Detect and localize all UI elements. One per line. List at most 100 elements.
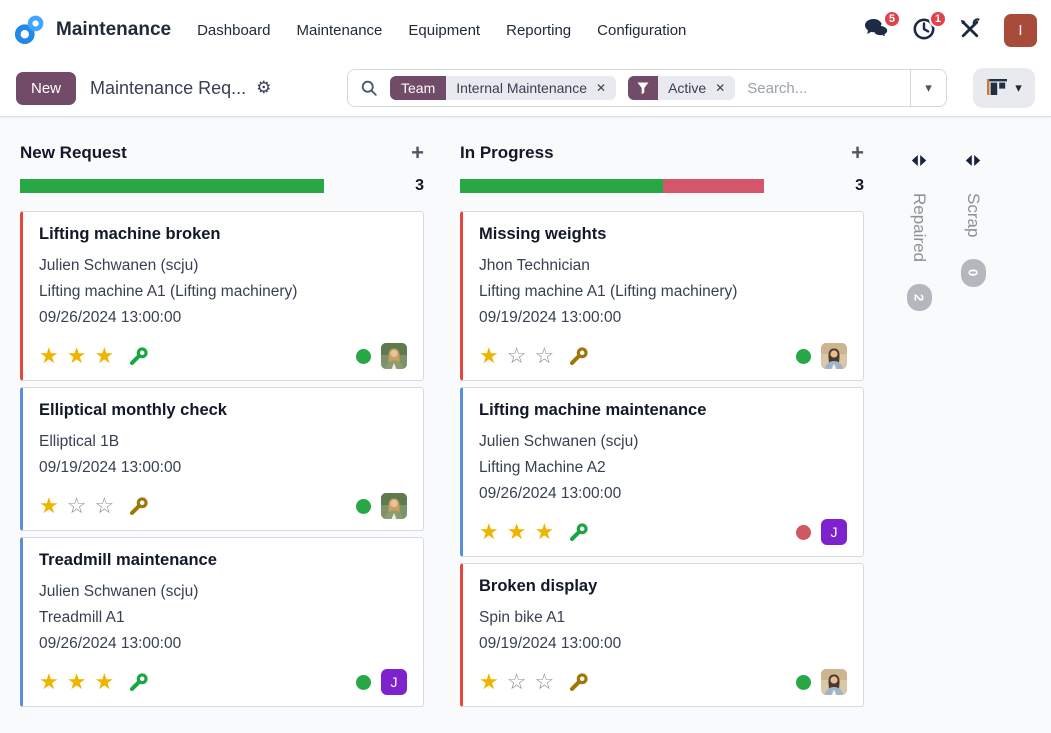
card-line: Lifting Machine A2 [479, 459, 606, 476]
kanban-card[interactable]: Lifting machine broken Julien Schwanen (… [20, 211, 424, 381]
kanban-card[interactable]: Treadmill maintenance Julien Schwanen (s… [20, 537, 424, 707]
kanban-state-dot[interactable] [796, 524, 811, 540]
progress-segment-success[interactable] [20, 179, 324, 193]
view-switcher-caret-icon: ▾ [1015, 80, 1022, 95]
star-filled-icon[interactable]: ★ [534, 519, 555, 544]
assignee-avatar [821, 669, 847, 695]
search-facets: Team Internal Maintenance ✕ Active ✕ [390, 76, 736, 100]
kanban-card[interactable]: Broken display Spin bike A1 09/19/2024 13… [460, 563, 864, 707]
column-cards: Lifting machine broken Julien Schwanen (… [20, 211, 424, 707]
new-button[interactable]: New [16, 71, 77, 105]
kanban-column: New Request + 3 Lifting machine broken J… [20, 139, 424, 707]
nav-menu-item[interactable]: Dashboard [197, 21, 271, 39]
assignee-avatar [381, 343, 407, 369]
top-navbar: Maintenance Dashboard Maintenance Equipmen… [0, 0, 1051, 60]
app-name[interactable]: Maintenance [56, 19, 172, 40]
card-lines: Julien Schwanen (scju) Lifting Machine A2… [479, 429, 847, 507]
priority-stars: ★ ★ ★ [479, 521, 554, 543]
star-filled-icon[interactable]: ★ [94, 669, 115, 694]
kanban-card[interactable]: Lifting machine maintenance Julien Schwa… [460, 387, 864, 557]
kanban-state-dot[interactable] [356, 498, 371, 514]
nav-menu-item[interactable]: Reporting [506, 21, 572, 39]
maintenance-app-icon[interactable] [14, 15, 44, 45]
star-empty-icon[interactable]: ☆ [534, 669, 555, 694]
star-empty-icon[interactable]: ☆ [66, 493, 87, 518]
tools-icon [958, 17, 982, 44]
kanban-state-dot[interactable] [796, 674, 811, 690]
star-filled-icon[interactable]: ★ [506, 519, 527, 544]
nav-menu-item[interactable]: Equipment [408, 21, 481, 39]
add-record-button[interactable]: + [411, 140, 424, 165]
search-dropdown-caret-icon[interactable]: ▾ [910, 70, 946, 106]
progress-segment-danger[interactable] [662, 179, 764, 193]
star-empty-icon[interactable]: ☆ [506, 669, 527, 694]
card-line: Jhon Technician [479, 257, 590, 274]
unfold-icon[interactable] [965, 153, 981, 171]
priority-stars: ★ ☆ ☆ [479, 345, 554, 367]
card-line: 09/26/2024 13:00:00 [39, 309, 182, 326]
priority-stars: ★ ★ ★ [39, 671, 114, 693]
card-line: Treadmill A1 [39, 609, 125, 626]
facet-remove-icon[interactable]: ✕ [715, 81, 726, 95]
star-filled-icon[interactable]: ★ [39, 343, 59, 368]
folded-column[interactable]: Scrap 0 [954, 139, 992, 311]
column-title: New Request [20, 143, 127, 162]
kanban-state-dot[interactable] [796, 348, 811, 364]
tools-button[interactable] [958, 17, 982, 44]
card-line: Lifting machine A1 (Lifting machinery) [479, 283, 738, 300]
gear-icon[interactable]: ⚙ [256, 78, 272, 97]
star-filled-icon[interactable]: ★ [39, 493, 59, 518]
card-line: Julien Schwanen (scju) [479, 433, 639, 450]
activities-badge: 1 [928, 9, 947, 28]
star-filled-icon[interactable]: ★ [66, 669, 87, 694]
add-record-button[interactable]: + [851, 140, 864, 165]
kanban-card[interactable]: Elliptical monthly check Elliptical 1B 09… [20, 387, 424, 531]
star-empty-icon[interactable]: ☆ [94, 493, 115, 518]
kanban-board: New Request + 3 Lifting machine broken J… [0, 117, 1051, 707]
card-line: 09/26/2024 13:00:00 [479, 485, 622, 502]
star-filled-icon[interactable]: ★ [66, 343, 87, 368]
card-lines: Jhon Technician Lifting machine A1 (Lifti… [479, 253, 847, 331]
card-title: Lifting machine maintenance [479, 401, 707, 419]
nav-right: 5 1 I [863, 9, 1037, 47]
star-empty-icon[interactable]: ☆ [506, 343, 527, 368]
kanban-column: In Progress + 3 Missing weights Jhon Tec… [460, 139, 864, 707]
facet-remove-icon[interactable]: ✕ [596, 81, 607, 95]
card-title: Broken display [479, 577, 598, 595]
clock-icon [912, 17, 936, 44]
folded-column[interactable]: Repaired 2 [900, 139, 938, 312]
kanban-state-dot[interactable] [356, 348, 371, 364]
assignee-avatar-initial: J [381, 669, 407, 695]
folded-columns: Repaired 2 Scrap 0 [900, 139, 992, 312]
kanban-view-icon [986, 78, 1008, 99]
folded-column-title: Scrap [964, 193, 983, 238]
search-bar[interactable]: Team Internal Maintenance ✕ Active ✕ ▾ [347, 69, 947, 107]
breadcrumb: Maintenance Req... [90, 77, 247, 98]
messages-button[interactable]: 5 [863, 9, 901, 44]
folded-column-title: Repaired [910, 193, 929, 262]
activities-button[interactable]: 1 [912, 9, 947, 44]
star-filled-icon[interactable]: ★ [479, 669, 499, 694]
kanban-card[interactable]: Missing weights Jhon Technician Lifting m… [460, 211, 864, 381]
user-avatar[interactable]: I [1004, 13, 1037, 47]
wrench-icon [128, 495, 150, 517]
progress-segment-success[interactable] [460, 179, 663, 193]
nav-menu-item[interactable]: Configuration [597, 21, 687, 39]
control-panel: New Maintenance Req... ⚙ Team Internal M… [0, 60, 1051, 117]
facet-label: Team [390, 76, 447, 100]
nav-menu-item[interactable]: Maintenance [296, 21, 383, 39]
star-empty-icon[interactable]: ☆ [534, 343, 555, 368]
view-switcher-button[interactable]: ▾ [973, 68, 1035, 108]
star-filled-icon[interactable]: ★ [39, 669, 59, 694]
kanban-state-dot[interactable] [356, 674, 371, 690]
star-filled-icon[interactable]: ★ [94, 343, 115, 368]
star-filled-icon[interactable]: ★ [479, 343, 499, 368]
search-input[interactable] [747, 79, 910, 97]
unfold-icon[interactable] [911, 153, 927, 171]
assignee-avatar [381, 493, 407, 519]
search-facet: Team Internal Maintenance ✕ [390, 76, 617, 100]
column-count: 3 [415, 177, 424, 194]
star-filled-icon[interactable]: ★ [479, 519, 499, 544]
search-facet: Active ✕ [628, 76, 736, 100]
chat-bubbles-icon [863, 17, 890, 44]
